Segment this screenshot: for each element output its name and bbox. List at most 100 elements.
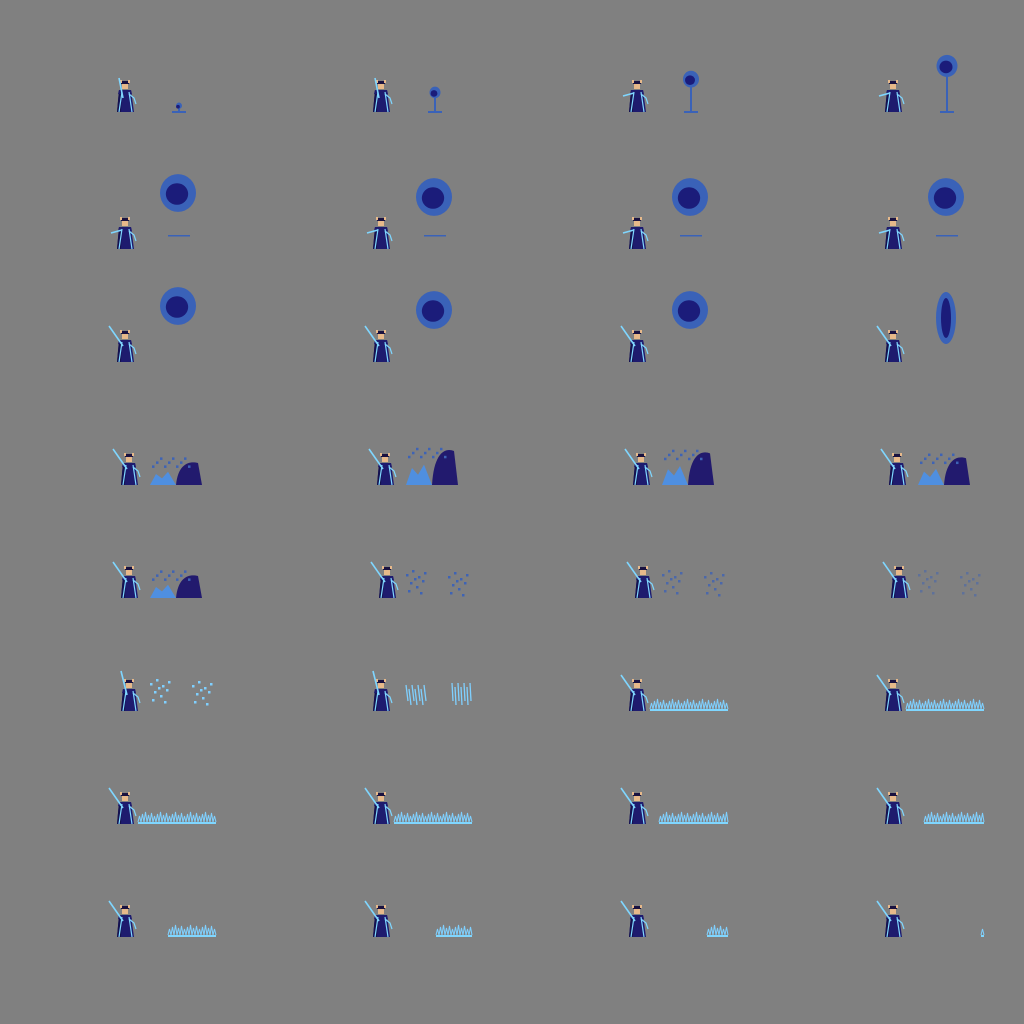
wizard-staff	[112, 448, 128, 470]
wizard-arm	[390, 579, 399, 591]
wizard-hair	[889, 81, 897, 84]
wizard-staff	[878, 92, 891, 97]
sprite-frame	[256, 173, 512, 285]
wizard-arm	[896, 93, 905, 105]
wizard-hair	[637, 454, 645, 457]
sprite-frame-canvas	[878, 54, 958, 113]
wizard-head	[634, 333, 640, 339]
sprite-frame-canvas	[117, 77, 186, 113]
wizard-staff	[368, 448, 384, 470]
wizard-sprite	[108, 787, 137, 825]
wizard-hair	[383, 567, 391, 570]
wizard-hair	[125, 680, 133, 683]
wizard-hair	[121, 906, 129, 909]
wizard-sprite	[620, 900, 649, 938]
sprite-frame-canvas	[626, 561, 725, 599]
wizard-hair	[121, 81, 129, 84]
wizard-hair	[377, 793, 385, 796]
ice-field	[706, 924, 729, 937]
wizard-sprite	[876, 900, 905, 938]
wizard-arm	[644, 466, 653, 478]
wizard-head	[634, 795, 640, 801]
sprite-frame	[0, 738, 256, 850]
sprite-frame-canvas	[364, 787, 473, 825]
wizard-arm	[640, 93, 649, 105]
wizard-hair	[633, 331, 641, 334]
sprite-frame-canvas	[373, 77, 442, 113]
wizard-staff	[364, 325, 380, 347]
wizard-arm	[640, 343, 649, 355]
water-puddle	[680, 235, 702, 237]
wizard-staff	[876, 325, 892, 347]
wizard-head	[634, 220, 640, 226]
ice-field	[658, 811, 729, 824]
sprite-frame	[768, 173, 1024, 285]
water-particles	[918, 570, 981, 597]
water-splash	[150, 457, 202, 485]
wizard-staff	[366, 229, 379, 234]
water-puddle	[684, 111, 698, 113]
wizard-arm	[896, 343, 905, 355]
sprite-frame-canvas	[620, 291, 708, 363]
wizard-staff	[624, 448, 640, 470]
sprite-frame	[768, 512, 1024, 624]
wizard-sprite	[368, 448, 397, 486]
sprite-frame-canvas	[112, 448, 202, 486]
wizard-arm	[132, 579, 141, 591]
wizard-arm	[896, 805, 905, 817]
wizard-hair	[633, 906, 641, 909]
wizard-hair	[125, 454, 133, 457]
wizard-arm	[900, 466, 909, 478]
wizard-head	[890, 83, 896, 89]
sprite-frame-canvas	[878, 178, 964, 250]
sprite-frame-canvas	[110, 174, 196, 250]
wizard-sprite	[108, 900, 137, 938]
wizard-head	[890, 682, 896, 688]
wizard-staff	[876, 787, 892, 809]
sprite-frame-canvas	[108, 787, 217, 825]
sprite-frame	[512, 851, 768, 963]
wizard-arm	[384, 230, 393, 242]
sprite-frame-canvas	[622, 178, 708, 250]
wizard-sprite	[622, 217, 649, 250]
sprite-frame	[512, 173, 768, 285]
wizard-arm	[640, 918, 649, 930]
wizard-hair	[889, 793, 897, 796]
ice-field	[905, 698, 985, 711]
wizard-sprite	[878, 217, 905, 250]
wizard-head	[890, 795, 896, 801]
wizard-hair	[121, 793, 129, 796]
wizard-hair	[889, 218, 897, 221]
water-column	[178, 107, 180, 112]
sprite-frame	[0, 851, 256, 963]
water-column	[946, 71, 948, 112]
wizard-sprite	[876, 674, 905, 712]
wizard-hair	[889, 680, 897, 683]
wizard-hair	[121, 218, 129, 221]
water-splash	[406, 447, 458, 485]
wizard-staff	[620, 787, 636, 809]
water-splash	[150, 570, 202, 598]
wizard-hair	[633, 793, 641, 796]
wizard-head	[126, 456, 132, 462]
wizard-arm	[128, 918, 137, 930]
water-column	[690, 83, 692, 112]
wizard-staff	[112, 561, 128, 583]
ice-field	[435, 924, 473, 937]
wizard-staff	[876, 900, 892, 922]
wizard-staff	[878, 229, 891, 234]
wizard-sprite	[366, 217, 393, 250]
sprite-frame	[768, 399, 1024, 511]
wizard-head	[378, 83, 384, 89]
sprite-frame-canvas	[364, 900, 473, 938]
wizard-arm	[128, 805, 137, 817]
water-splash	[918, 453, 970, 485]
sprite-frame-canvas	[620, 900, 729, 938]
wizard-head	[378, 795, 384, 801]
sprite-frame	[0, 173, 256, 285]
wizard-head	[634, 908, 640, 914]
wizard-head	[382, 456, 388, 462]
wizard-head	[122, 908, 128, 914]
wizard-staff	[364, 787, 380, 809]
sprite-frame	[512, 738, 768, 850]
